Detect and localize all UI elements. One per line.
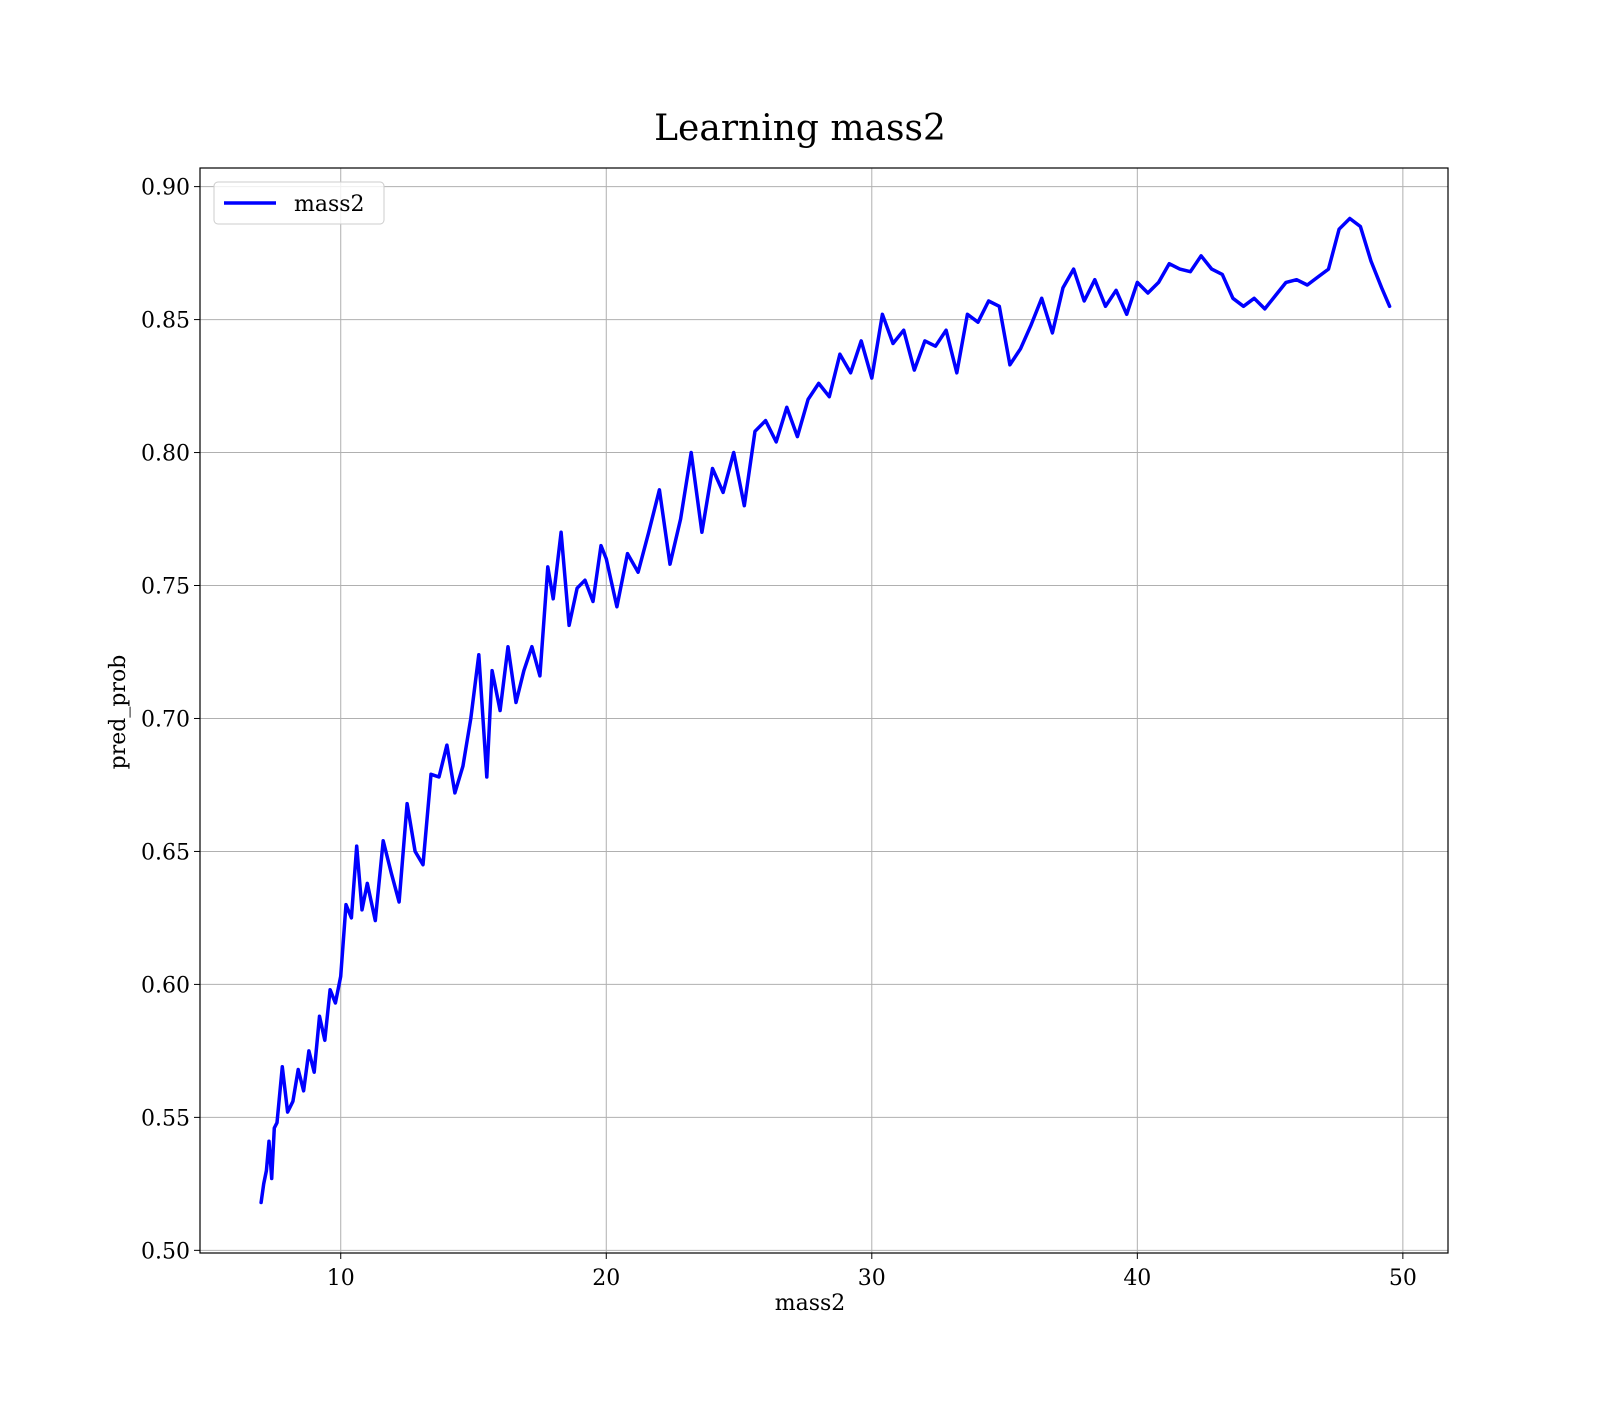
y-tick-label: 0.65 — [141, 840, 190, 865]
chart-title: Learning mass2 — [654, 108, 946, 149]
x-axis: 10 20 30 40 50 — [327, 1253, 1417, 1291]
x-axis-label: mass2 — [775, 1291, 846, 1316]
x-tick-label: 10 — [327, 1266, 355, 1291]
series-line-mass2 — [259, 216, 1392, 1205]
y-tick-label: 0.55 — [141, 1106, 190, 1131]
y-tick-label: 0.90 — [141, 176, 190, 201]
y-axis-label: pred_prob — [106, 655, 131, 770]
y-tick-label: 0.75 — [141, 575, 190, 600]
legend-label: mass2 — [294, 192, 365, 217]
legend-box — [213, 181, 385, 225]
y-tick-label: 0.50 — [141, 1239, 190, 1264]
x-tick-label: 30 — [858, 1266, 886, 1291]
plot-frame — [199, 167, 1449, 1254]
y-tick-label: 0.60 — [141, 973, 190, 998]
y-tick-label: 0.85 — [141, 309, 190, 334]
y-axis: 0.50 0.55 0.60 0.65 0.70 0.75 0.80 0.85 0.90 — [141, 176, 200, 1264]
y-tick-label: 0.70 — [141, 707, 190, 732]
legend: mass2 — [213, 181, 385, 225]
grid-lines — [200, 168, 1448, 1253]
series-layer — [259, 216, 1392, 1205]
x-tick-label: 20 — [592, 1266, 620, 1291]
x-tick-label: 50 — [1389, 1266, 1417, 1291]
y-tick-label: 0.80 — [141, 442, 190, 467]
x-tick-label: 40 — [1123, 1266, 1151, 1291]
